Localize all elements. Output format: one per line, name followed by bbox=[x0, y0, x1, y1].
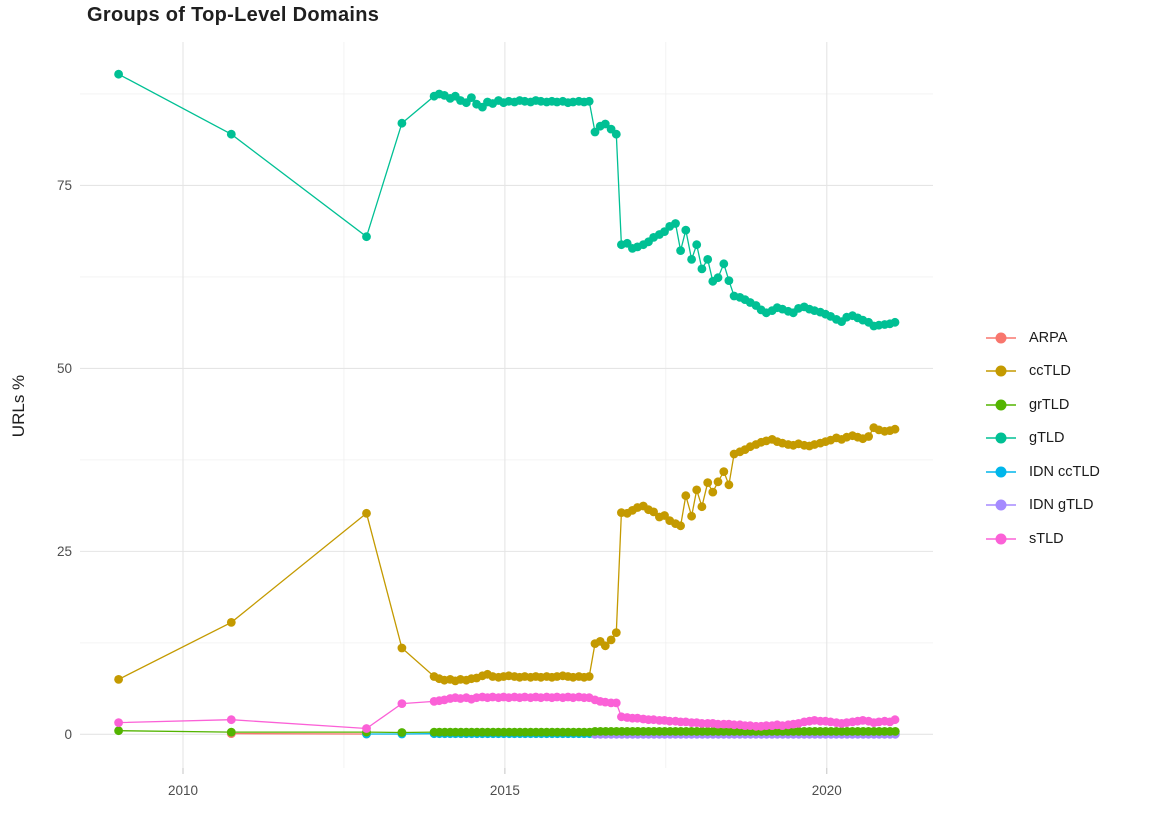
legend-key-icon bbox=[986, 399, 1016, 411]
legend-key-icon bbox=[986, 365, 1016, 377]
svg-text:2020: 2020 bbox=[812, 783, 842, 798]
legend-item-cctld: ccTLD bbox=[986, 355, 1100, 389]
legend-label: IDN gTLD bbox=[1029, 497, 1094, 514]
svg-text:50: 50 bbox=[57, 361, 72, 376]
legend-key-icon bbox=[986, 533, 1016, 545]
legend-key-icon bbox=[986, 499, 1016, 511]
legend: ARPA ccTLD grTLD gTLD IDN ccTLD IDN gTLD sTLD bbox=[986, 321, 1100, 556]
legend-label: grTLD bbox=[1029, 396, 1070, 413]
svg-text:0: 0 bbox=[64, 727, 72, 742]
legend-label: ccTLD bbox=[1029, 363, 1071, 380]
series-arpa bbox=[226, 729, 371, 739]
legend-label: ARPA bbox=[1029, 329, 1068, 346]
legend-item-grtld: grTLD bbox=[986, 388, 1100, 422]
legend-key-icon bbox=[986, 432, 1016, 444]
series-stld bbox=[114, 692, 900, 733]
legend-key-icon bbox=[986, 332, 1016, 344]
svg-text:2010: 2010 bbox=[168, 783, 198, 798]
legend-label: sTLD bbox=[1029, 530, 1064, 547]
legend-item-arpa: ARPA bbox=[986, 321, 1100, 355]
svg-text:2015: 2015 bbox=[490, 783, 520, 798]
legend-item-gtld: gTLD bbox=[986, 422, 1100, 456]
legend-label: gTLD bbox=[1029, 430, 1065, 447]
chart-title: Groups of Top-Level Domains bbox=[87, 4, 380, 26]
gridlines-major bbox=[80, 42, 933, 768]
svg-text:25: 25 bbox=[57, 544, 72, 559]
series-cctld bbox=[114, 423, 900, 686]
legend-label: IDN ccTLD bbox=[1029, 463, 1100, 480]
legend-item-stld: sTLD bbox=[986, 522, 1100, 556]
legend-item-idn-cctld: IDN ccTLD bbox=[986, 455, 1100, 489]
legend-item-idn-gtld: IDN gTLD bbox=[986, 489, 1100, 523]
x-axis-tick-labels: 2010 2015 2020 bbox=[168, 783, 842, 798]
gridlines-minor bbox=[80, 42, 933, 768]
y-axis-tick-labels: 0 25 50 75 bbox=[57, 178, 72, 742]
x-axis-ticks bbox=[182, 768, 828, 774]
y-axis-label: URLs % bbox=[9, 374, 28, 438]
series-gtld bbox=[114, 69, 900, 331]
svg-text:75: 75 bbox=[57, 178, 72, 193]
legend-key-icon bbox=[986, 466, 1016, 478]
